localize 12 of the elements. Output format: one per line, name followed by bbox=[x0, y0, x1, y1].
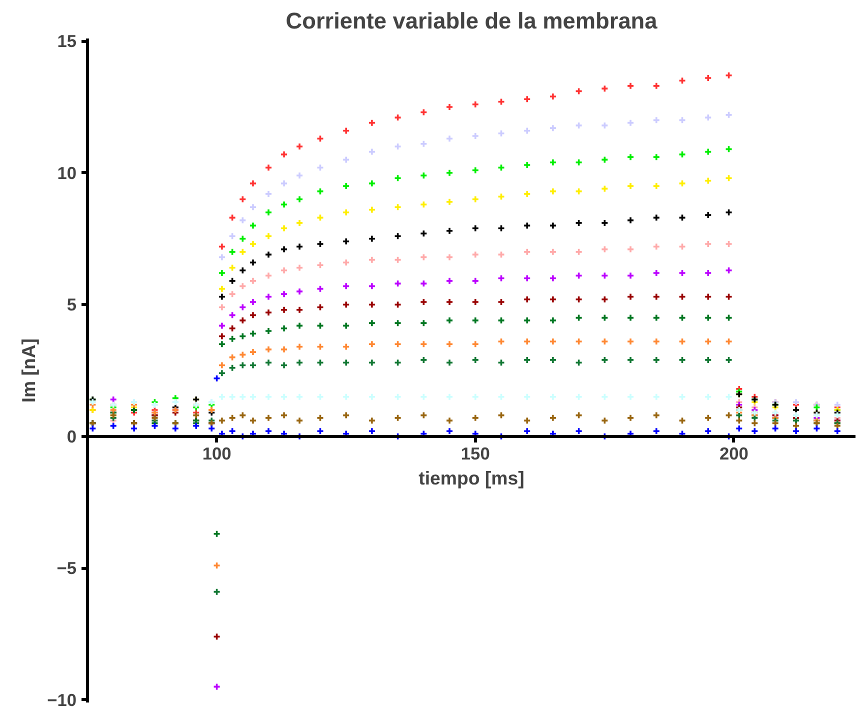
y-tick-label: 10 bbox=[57, 162, 77, 183]
x-tick-label: 100 bbox=[202, 443, 232, 464]
x-tick-label: 150 bbox=[460, 443, 490, 464]
chart-title: Corriente variable de la membrana bbox=[286, 8, 658, 34]
x-tick-label: 200 bbox=[720, 443, 748, 464]
y-tick-label: 0 bbox=[66, 426, 77, 446]
x-axis-title: tiempo [ms] bbox=[418, 468, 524, 488]
y-tick-label: 15 bbox=[57, 31, 77, 52]
y-axis-title: Im [nA] bbox=[18, 338, 40, 403]
y-tick-label: 5 bbox=[66, 294, 77, 315]
y-tick-label: −10 bbox=[47, 690, 77, 710]
y-tick-label: −5 bbox=[56, 558, 77, 578]
